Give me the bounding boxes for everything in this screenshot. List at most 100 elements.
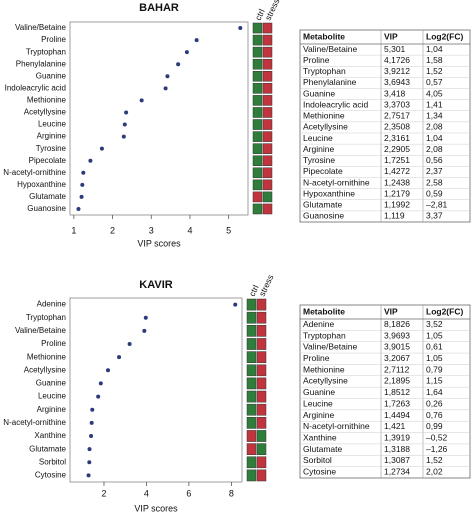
heat-cell	[262, 95, 273, 106]
x-tick-label: 1	[71, 225, 76, 235]
heat-cell	[252, 203, 263, 215]
table-metabolite: Sorbitol	[303, 455, 332, 465]
table-metabolite: Adenine	[303, 319, 334, 329]
table-vip: 3,418	[384, 88, 406, 98]
heat-cell	[256, 390, 267, 403]
table-vip: 3,9015	[384, 342, 410, 352]
dot	[89, 434, 94, 438]
table-log2fc: 2,08	[426, 122, 443, 132]
category-label: Adenine	[37, 300, 67, 309]
table-vip: 2,3508	[384, 122, 410, 132]
heat-cell	[252, 167, 263, 179]
heat-cell	[256, 311, 267, 324]
dot	[96, 394, 101, 399]
heat-cell	[256, 325, 267, 337]
table-log2fc: 2,37	[426, 166, 443, 176]
x-tick-label: 3	[149, 225, 154, 235]
table-vip: 1,1992	[384, 200, 410, 210]
table-log2fc: 1,52	[426, 66, 443, 76]
table-metabolite: Guanine	[303, 88, 335, 98]
heat-cell	[246, 377, 257, 390]
heat-cell	[262, 46, 273, 58]
category-label: Tryptophan	[26, 313, 66, 322]
table-log2fc: 4,05	[426, 88, 443, 98]
table-log2fc: 0,99	[426, 421, 443, 431]
heat-cell	[262, 131, 273, 142]
table-metabolite: Guanine	[303, 387, 335, 397]
table-vip: 1,2179	[384, 188, 410, 198]
heat-cell	[262, 119, 273, 130]
category-label: Guanosine	[27, 204, 66, 213]
category-label: Pipecolate	[29, 156, 67, 165]
dot	[88, 158, 93, 163]
table-log2fc: 3,37	[426, 211, 443, 221]
table-header: Log2(FC)	[426, 31, 463, 41]
dot	[121, 134, 126, 139]
heatmap-label: stress	[257, 273, 276, 298]
table-vip: 1,4272	[384, 166, 410, 176]
dot	[122, 122, 127, 127]
category-label: Glutamate	[29, 444, 66, 453]
plot-frame	[69, 297, 243, 483]
dot	[87, 460, 92, 465]
table-header: VIP	[384, 306, 398, 316]
dot	[117, 355, 122, 360]
heat-cell	[246, 417, 257, 429]
chart-title: KAVIR	[139, 279, 172, 291]
x-tick-label: 8	[229, 488, 234, 498]
x-tick-label: 6	[186, 488, 191, 498]
heat-cell	[256, 338, 267, 350]
table-vip: 8,1826	[384, 319, 410, 329]
heat-cell	[252, 58, 263, 70]
table-vip: 3,6943	[384, 77, 410, 87]
table-log2fc: 1,41	[426, 99, 443, 109]
dot	[86, 473, 91, 478]
table-vip: 3,2067	[384, 353, 410, 363]
table-metabolite: Methionine	[303, 111, 345, 121]
table-metabolite: Tyrosine	[303, 155, 335, 165]
x-axis-label: VIP scores	[134, 503, 178, 513]
category-label: Xanthine	[34, 431, 66, 440]
table-header: Log2(FC)	[426, 306, 463, 316]
heat-cell	[256, 351, 267, 363]
x-tick-label: 2	[101, 488, 106, 498]
dot	[76, 206, 81, 211]
heat-cell	[256, 403, 267, 416]
heat-cell	[246, 311, 257, 324]
heat-cell	[256, 298, 267, 311]
table-vip: 1,7263	[384, 398, 410, 408]
heat-cell	[262, 179, 273, 191]
table-vip: 3,9212	[384, 66, 410, 76]
heat-cell	[256, 377, 267, 390]
dot	[105, 368, 110, 373]
table-vip: 1,3087	[384, 455, 410, 465]
dot	[163, 86, 168, 91]
table-metabolite: Phenylalanine	[303, 77, 357, 87]
table-vip: 3,9693	[384, 330, 410, 340]
category-label: Cytosine	[35, 471, 67, 480]
heat-cell	[262, 167, 273, 179]
table-log2fc: –1,26	[426, 444, 448, 454]
heat-cell	[256, 430, 267, 442]
x-tick-label: 4	[144, 488, 149, 498]
dot	[238, 26, 243, 31]
table-metabolite: Xanthine	[303, 433, 337, 443]
heat-cell	[246, 443, 257, 455]
table-metabolite: Proline	[303, 353, 330, 363]
table-metabolite: Valine/Betaine	[303, 44, 357, 54]
category-label: Leucine	[38, 120, 67, 129]
table-header: Metabolite	[303, 306, 345, 316]
table-metabolite: Hypoxanthine	[303, 188, 355, 198]
category-label: N-acetyl-ornithine	[3, 418, 66, 427]
table-log2fc: 2,08	[426, 144, 443, 154]
table-metabolite: Valine/Betaine	[303, 342, 357, 352]
dot	[90, 407, 95, 412]
table-metabolite: Arginine	[303, 410, 334, 420]
heat-cell	[256, 364, 267, 377]
heat-cell	[262, 22, 273, 34]
heat-cell	[246, 390, 257, 403]
table-vip: 1,3188	[384, 444, 410, 454]
table-vip: 1,2734	[384, 467, 410, 477]
table-vip: 1,7251	[384, 155, 410, 165]
dot	[79, 194, 84, 199]
